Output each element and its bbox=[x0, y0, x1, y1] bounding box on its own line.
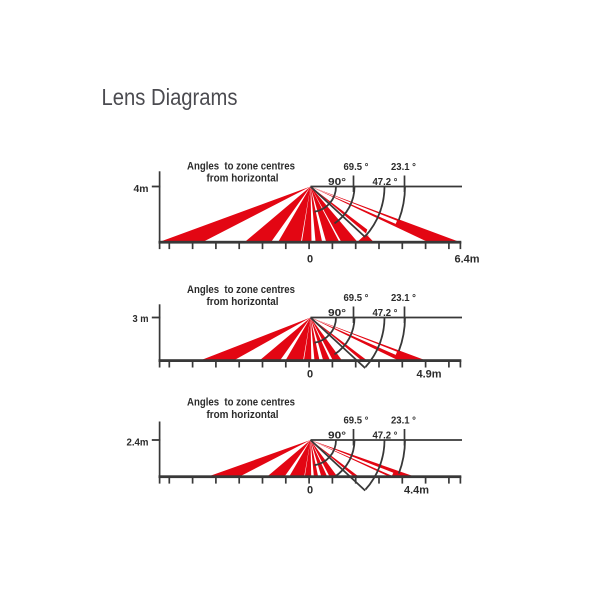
svg-text:4m: 4m bbox=[134, 183, 149, 195]
svg-text:Angles to zone centres: Angles to zone centres bbox=[187, 161, 295, 173]
svg-text:23.1 °: 23.1 ° bbox=[391, 415, 416, 427]
svg-text:2.4m: 2.4m bbox=[127, 437, 149, 449]
svg-text:47.2 °: 47.2 ° bbox=[373, 430, 398, 442]
svg-text:0: 0 bbox=[307, 485, 313, 497]
svg-text:0: 0 bbox=[307, 369, 313, 381]
svg-text:47.2 °: 47.2 ° bbox=[373, 176, 398, 188]
svg-text:90°: 90° bbox=[328, 176, 346, 188]
svg-text:6.4m: 6.4m bbox=[455, 254, 480, 266]
svg-text:23.1 °: 23.1 ° bbox=[391, 161, 416, 173]
svg-text:Angles to zone centres: Angles to zone centres bbox=[187, 284, 295, 296]
svg-text:Angles to zone centres: Angles to zone centres bbox=[187, 397, 295, 409]
svg-text:90°: 90° bbox=[328, 307, 346, 319]
svg-text:Lens Diagrams: Lens Diagrams bbox=[102, 84, 238, 110]
svg-text:69.5 °: 69.5 ° bbox=[344, 415, 369, 427]
svg-text:90°: 90° bbox=[328, 430, 346, 442]
svg-text:from horizontal: from horizontal bbox=[207, 173, 279, 185]
svg-text:from horizontal: from horizontal bbox=[207, 409, 279, 421]
svg-text:69.5 °: 69.5 ° bbox=[344, 292, 369, 304]
svg-text:4.4m: 4.4m bbox=[404, 485, 429, 497]
svg-text:from horizontal: from horizontal bbox=[207, 296, 279, 308]
svg-text:4.9m: 4.9m bbox=[417, 369, 442, 381]
svg-text:69.5 °: 69.5 ° bbox=[344, 161, 369, 173]
svg-text:47.2 °: 47.2 ° bbox=[373, 307, 398, 319]
svg-text:0: 0 bbox=[307, 254, 313, 266]
svg-text:3 m: 3 m bbox=[133, 313, 149, 325]
svg-text:23.1 °: 23.1 ° bbox=[391, 292, 416, 304]
